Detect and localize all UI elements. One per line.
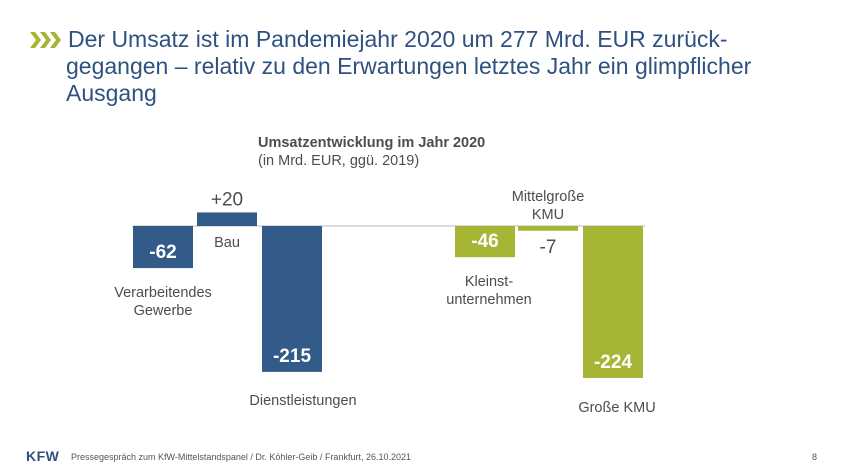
bar-kleinst-unternehmen <box>455 226 515 258</box>
slide-footer: KFW Pressegespräch zum KfW-Mittelstandsp… <box>0 448 844 468</box>
category-label: Verarbeitendes <box>114 285 212 301</box>
chevron-bullet-icon <box>30 32 61 48</box>
category-label: Bau <box>214 235 240 251</box>
category-label: Kleinst- <box>465 274 514 290</box>
slide-headline: Der Umsatz ist im Pandemiejahr 2020 um 2… <box>30 26 820 107</box>
chart-title: Umsatzentwicklung im Jahr 2020 <box>258 135 486 151</box>
bar-verarbeitendes-gewerbe <box>133 226 193 269</box>
value-label: -7 <box>540 237 557 258</box>
bar-bau <box>197 212 257 226</box>
headline-line-2: gegangen – relativ zu den Erwartungen le… <box>66 53 752 79</box>
chart-title-block: Umsatzentwicklung im Jahr 2020 (in Mrd. … <box>258 134 485 170</box>
category-label: Große KMU <box>578 400 655 416</box>
bar-gro-e-kmu <box>583 226 643 378</box>
value-label: -46 <box>471 231 498 252</box>
category-label: Dienstleistungen <box>249 393 356 409</box>
page-number: 8 <box>812 452 818 462</box>
value-label: +20 <box>211 189 243 210</box>
category-label: unternehmen <box>446 292 531 308</box>
category-label: Gewerbe <box>134 303 193 319</box>
footer-text: Pressegespräch zum KfW-Mittelstandspanel… <box>71 452 411 462</box>
bar-dienstleistungen <box>262 226 322 372</box>
category-label: KMU <box>532 207 564 223</box>
category-label: Mittelgroße <box>512 189 585 205</box>
value-label: -215 <box>273 346 311 367</box>
value-label: -224 <box>594 352 632 373</box>
kfw-logo: KFW <box>26 448 60 464</box>
headline-line-3: Ausgang <box>66 80 157 106</box>
value-label: -62 <box>149 242 176 263</box>
headline-line-1: Der Umsatz ist im Pandemiejahr 2020 um 2… <box>68 26 728 52</box>
chart-subtitle: (in Mrd. EUR, ggü. 2019) <box>258 153 420 169</box>
bar-mittelgro-e-kmu <box>518 226 578 231</box>
